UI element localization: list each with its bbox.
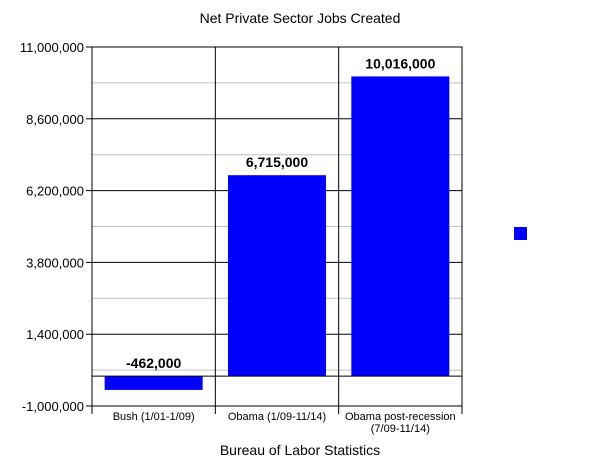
x-category-label: Obama (1/09-11/14) (228, 411, 326, 423)
bars (92, 76, 462, 390)
y-tick-label: 8,600,000 (26, 112, 84, 127)
legend-swatch (514, 227, 527, 240)
y-axis-ticks: -1,000,000 1,400,000 3,800,000 6,200,000 8,6… (20, 40, 92, 414)
bar (228, 175, 326, 377)
y-tick-label: -1,000,000 (22, 399, 84, 414)
x-category-label: (7/09-11/14) (371, 423, 430, 435)
data-labels: -462,000 6,715,000 10,016,000 (126, 55, 436, 371)
x-category-label: Bush (1/01-1/09) (113, 411, 195, 423)
data-label: 10,016,000 (365, 55, 435, 71)
bar (104, 376, 203, 390)
data-label: 6,715,000 (246, 154, 308, 170)
bar (351, 76, 450, 377)
y-tick-label: 6,200,000 (26, 184, 84, 199)
y-tick-label: 11,000,000 (20, 40, 84, 55)
plot-frame (91, 46, 463, 414)
chart-title: Net Private Sector Jobs Created (200, 10, 401, 26)
y-tick-label: 3,800,000 (26, 255, 84, 270)
x-axis-categories: Bush (1/01-1/09) Obama (1/09-11/14) Obama … (113, 411, 456, 435)
x-axis-label: Bureau of Labor Statistics (220, 442, 380, 458)
plot-border (91, 46, 463, 407)
data-label: -462,000 (126, 355, 181, 371)
x-category-label: Obama post-recession (345, 411, 456, 423)
y-tick-label: 1,400,000 (26, 327, 84, 342)
